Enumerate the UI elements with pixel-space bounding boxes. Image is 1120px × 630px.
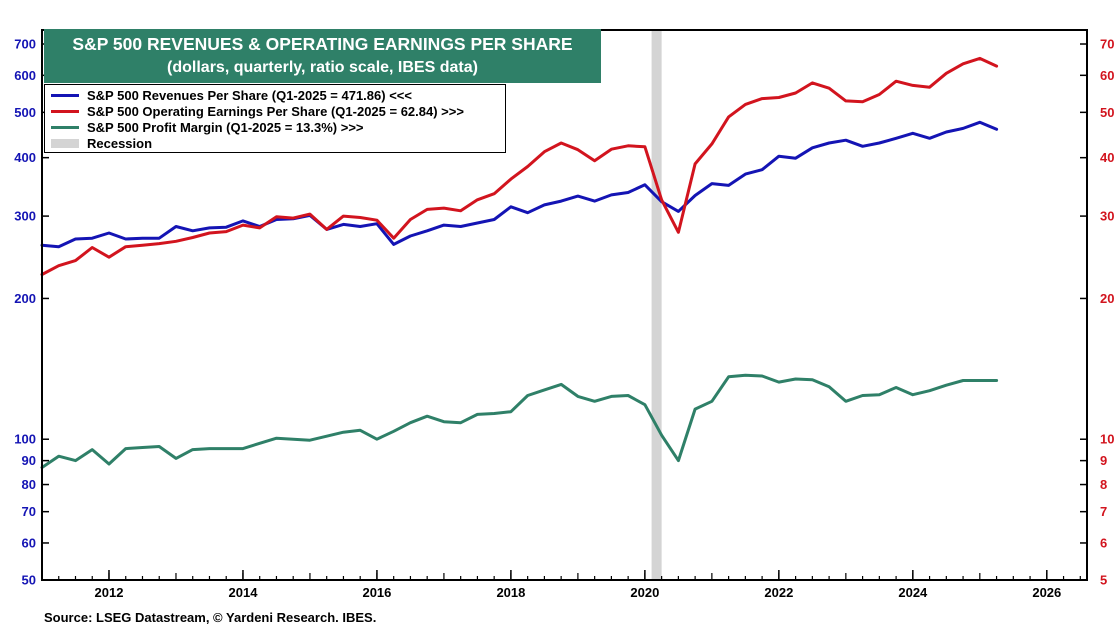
right-tick-label: 60 (1100, 68, 1114, 83)
x-tick-label: 2026 (1032, 585, 1061, 600)
right-axis: 5 6 7 8 9 10 20 30 40 50 60 70 (1080, 37, 1114, 588)
legend-swatch-revenues (51, 93, 79, 97)
left-tick-label: 70 (22, 504, 36, 519)
x-tick-label: 2020 (630, 585, 659, 600)
left-tick-label: 700 (14, 37, 36, 52)
left-tick-label: 100 (14, 432, 36, 447)
recession-band (651, 30, 662, 580)
right-tick-label: 50 (1100, 105, 1114, 120)
legend-label-earnings: S&P 500 Operating Earnings Per Share (Q1… (87, 103, 464, 119)
right-tick-label: 6 (1100, 535, 1107, 550)
left-tick-label: 90 (22, 453, 36, 468)
legend-label-recession: Recession (87, 135, 153, 151)
series-line-earnings (40, 56, 999, 276)
legend-item-margin: S&P 500 Profit Margin (Q1-2025 = 13.3%) … (51, 119, 505, 135)
right-tick-label: 7 (1100, 504, 1107, 519)
legend-swatch-recession (51, 138, 79, 148)
series-line-revenues (40, 120, 999, 249)
x-tick-label: 2024 (898, 585, 928, 600)
series-line-margin (40, 373, 999, 469)
legend: S&P 500 Revenues Per Share (Q1-2025 = 47… (44, 84, 506, 153)
right-tick-label: 30 (1100, 209, 1114, 224)
x-tick-label: 2016 (362, 585, 391, 600)
right-tick-label: 70 (1100, 37, 1114, 52)
right-tick-label: 9 (1100, 453, 1107, 468)
left-tick-label: 200 (14, 291, 36, 306)
x-axis: 2012 2014 2016 2018 2020 2022 2024 2026 (41, 570, 1081, 600)
legend-label-margin: S&P 500 Profit Margin (Q1-2025 = 13.3%) … (87, 119, 364, 135)
right-tick-label: 40 (1100, 150, 1114, 165)
left-tick-label: 600 (14, 68, 36, 83)
legend-swatch-margin (51, 125, 79, 129)
x-tick-label: 2012 (95, 585, 124, 600)
left-tick-label: 400 (14, 150, 36, 165)
left-tick-label: 80 (22, 477, 36, 492)
source-note: Source: LSEG Datastream, © Yardeni Resea… (44, 610, 377, 625)
chart-title-box: S&P 500 REVENUES & OPERATING EARNINGS PE… (44, 29, 601, 83)
legend-item-recession: Recession (51, 135, 505, 151)
legend-swatch-earnings (51, 109, 79, 113)
chart-title: S&P 500 REVENUES & OPERATING EARNINGS PE… (72, 34, 573, 54)
legend-item-earnings: S&P 500 Operating Earnings Per Share (Q1… (51, 103, 505, 119)
left-tick-label: 50 (22, 573, 36, 588)
chart-subtitle: (dollars, quarterly, ratio scale, IBES d… (167, 59, 478, 76)
x-tick-label: 2018 (496, 585, 525, 600)
right-tick-label: 8 (1100, 477, 1107, 492)
right-tick-label: 5 (1100, 573, 1107, 588)
legend-item-revenues: S&P 500 Revenues Per Share (Q1-2025 = 47… (51, 87, 505, 103)
left-tick-label: 500 (14, 105, 36, 120)
legend-label-revenues: S&P 500 Revenues Per Share (Q1-2025 = 47… (87, 87, 412, 103)
left-tick-label: 300 (14, 209, 36, 224)
x-tick-label: 2022 (764, 585, 793, 600)
right-tick-label: 10 (1100, 432, 1114, 447)
left-axis: 50 60 70 80 90 100 200 300 400 500 600 700 (14, 37, 49, 588)
right-tick-label: 20 (1100, 291, 1114, 306)
series-layer (40, 56, 999, 469)
x-tick-label: 2014 (229, 585, 259, 600)
left-tick-label: 60 (22, 535, 36, 550)
